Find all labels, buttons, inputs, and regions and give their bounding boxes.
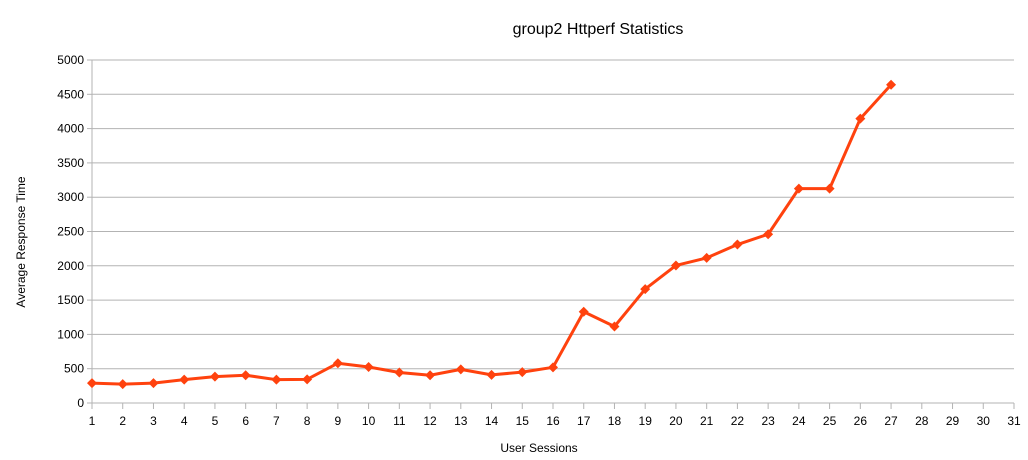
x-tick-label: 11 (393, 414, 406, 428)
x-tick-label: 30 (977, 414, 991, 428)
x-tick-label: 27 (884, 414, 898, 428)
x-tick-label: 15 (516, 414, 530, 428)
x-tick-label: 9 (335, 414, 342, 428)
x-tick-label: 21 (700, 414, 714, 428)
x-tick-label: 19 (639, 414, 653, 428)
y-tick-label: 500 (64, 362, 84, 376)
axes (87, 59, 1015, 409)
data-point (578, 306, 589, 317)
x-tick-label: 7 (273, 414, 280, 428)
y-tick-label: 4000 (57, 122, 84, 136)
y-tick-label: 3500 (57, 156, 84, 170)
x-tick-label: 1 (89, 414, 96, 428)
data-point (148, 378, 159, 389)
data-point (271, 374, 282, 385)
x-tick-label: 6 (242, 414, 249, 428)
x-tick-label: 4 (181, 414, 188, 428)
x-tick-label: 22 (731, 414, 745, 428)
data-point (87, 378, 97, 389)
series (87, 79, 897, 390)
data-point (486, 369, 497, 380)
chart-title: group2 Httperf Statistics (513, 21, 684, 38)
x-tick-label: 13 (454, 414, 468, 428)
x-tick-label: 2 (119, 414, 126, 428)
data-point (517, 367, 528, 378)
y-tick-label: 5000 (57, 53, 84, 67)
y-tick-label: 3000 (57, 190, 84, 204)
data-point (855, 113, 866, 124)
data-point (117, 379, 128, 390)
x-axis-label: User Sessions (500, 441, 577, 455)
data-point (701, 252, 712, 263)
x-tick-label: 18 (608, 414, 622, 428)
x-tick-label: 20 (669, 414, 683, 428)
x-tick-label: 5 (212, 414, 219, 428)
x-tick-label: 12 (423, 414, 437, 428)
y-axis-ticks: 0 500 1000 1500 2000 2500 3000 3500 4000 4500 5000 (57, 53, 84, 410)
x-tick-label: 26 (854, 414, 868, 428)
y-tick-label: 2000 (57, 259, 84, 273)
x-tick-label: 17 (577, 414, 591, 428)
data-point (179, 374, 190, 385)
data-point (302, 374, 313, 385)
data-point (240, 370, 251, 381)
data-point (209, 371, 220, 382)
x-tick-label: 8 (304, 414, 311, 428)
y-axis-label: Average Response Time (14, 176, 28, 308)
data-point (363, 361, 374, 372)
y-tick-label: 1000 (57, 327, 84, 341)
data-point (332, 358, 343, 369)
x-tick-label: 29 (946, 414, 960, 428)
gridlines (92, 59, 1014, 404)
x-tick-label: 25 (823, 414, 837, 428)
data-point (455, 364, 466, 375)
data-point (394, 367, 405, 378)
x-tick-label: 3 (150, 414, 157, 428)
x-axis-ticks: 1 2 3 4 5 6 7 8 9 10 11 12 13 14 15 16 17 18 19 20 21 22 23 24 2… (89, 414, 1021, 428)
y-tick-label: 0 (77, 396, 84, 410)
x-tick-label: 16 (546, 414, 560, 428)
data-point (763, 229, 774, 240)
data-point (793, 183, 804, 194)
x-tick-label: 14 (485, 414, 499, 428)
y-tick-label: 1500 (57, 293, 84, 307)
data-point (640, 284, 651, 295)
y-tick-label: 4500 (57, 87, 84, 101)
x-tick-label: 24 (792, 414, 806, 428)
data-point (609, 321, 620, 332)
data-point (548, 362, 558, 373)
x-tick-label: 31 (1007, 414, 1021, 428)
data-point (886, 79, 897, 90)
data-point (732, 239, 743, 250)
data-point (425, 370, 436, 381)
data-point (824, 183, 835, 194)
data-point (670, 260, 681, 271)
y-tick-label: 2500 (57, 225, 84, 239)
x-tick-label: 23 (761, 414, 775, 428)
x-tick-label: 10 (362, 414, 376, 428)
x-tick-label: 28 (915, 414, 929, 428)
